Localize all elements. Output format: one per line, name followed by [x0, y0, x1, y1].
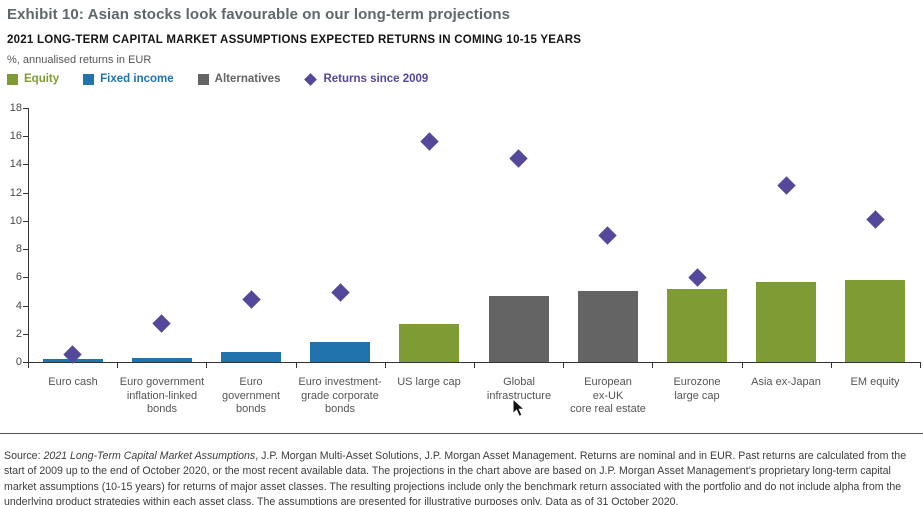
y-tick-mark [23, 277, 28, 279]
bar-1 [132, 357, 192, 362]
diamond-marker-6 [598, 226, 617, 245]
x-tick-mark [563, 363, 564, 368]
square-swatch-icon [83, 73, 95, 85]
mouse-cursor [512, 398, 526, 417]
bar-3 [310, 342, 370, 362]
bar-5 [489, 295, 549, 362]
x-tick-mark [385, 363, 386, 368]
footer-divider [0, 433, 923, 434]
y-axis-line [28, 108, 29, 362]
x-category-label: EM equity [850, 376, 900, 388]
legend-item-0: Equity [7, 73, 59, 85]
source-text: Source: [4, 449, 44, 462]
x-tick-mark [296, 363, 297, 368]
bar-8 [756, 281, 816, 362]
y-tick-mark [23, 192, 28, 194]
x-category-label: Global infrastructure [486, 376, 552, 402]
y-tick-label: 6 [15, 271, 22, 284]
legend-label: Fixed income [100, 73, 174, 85]
bar-2 [221, 352, 281, 362]
y-tick-label: 2 [15, 327, 22, 340]
y-tick-mark [23, 362, 28, 363]
legend-item-3: Returns since 2009 [304, 72, 429, 86]
x-tick-mark [652, 363, 653, 368]
x-category-label: Asia ex-Japan [751, 376, 821, 388]
legend-label: Equity [24, 73, 60, 85]
source-citation-italic: 2021 Long-Term Capital Market Assumption… [43, 449, 256, 462]
legend-item-2: Alternatives [197, 73, 281, 85]
x-category-label: Euro investment- grade corporate bonds [298, 376, 382, 415]
y-tick-label: 4 [15, 299, 22, 312]
x-category-label: Euro government inflation-linked bonds [119, 376, 205, 415]
units-note: %, annualised returns in EUR [7, 54, 152, 66]
y-tick-mark [23, 136, 28, 138]
x-category-label: European ex-UK core real estate [570, 376, 646, 415]
y-tick-mark [23, 220, 28, 222]
diamond-marker-8 [777, 176, 796, 195]
bar-6 [578, 291, 638, 362]
bar-7 [667, 288, 727, 362]
x-category-label: Eurozone large cap [673, 376, 721, 402]
x-tick-mark [474, 363, 475, 368]
bar-9 [845, 280, 905, 362]
y-tick-label: 8 [15, 243, 22, 256]
source-note: Source: 2021 Long-Term Capital Market As… [4, 449, 920, 505]
x-tick-mark [920, 363, 921, 368]
y-tick-mark [23, 305, 28, 307]
diamond-marker-9 [866, 210, 885, 229]
diamond-marker-5 [509, 149, 528, 168]
x-tick-mark [206, 363, 207, 368]
chart-legend: Equity Fixed income Alternatives Returns si… [7, 72, 429, 86]
x-axis-line [28, 362, 921, 363]
diamond-marker-1 [152, 314, 171, 333]
diamond-marker-7 [688, 268, 707, 287]
y-tick-mark [23, 108, 28, 109]
x-category-label: US large cap [397, 376, 461, 388]
y-tick-label: 10 [9, 214, 22, 227]
x-tick-mark [742, 363, 743, 368]
square-swatch-icon [7, 73, 18, 85]
x-tick-mark [117, 363, 118, 368]
legend-label: Alternatives [214, 73, 281, 85]
y-tick-label: 14 [9, 158, 22, 171]
source-text: , J.P. Morgan Multi-Asset Solutions, J.P… [4, 449, 907, 505]
plot-area: 0 2 4 6 8 10 12 14 16 18 Euro cash Euro government … [9, 102, 921, 415]
y-tick-label: 0 [15, 356, 22, 368]
diamond-marker-4 [420, 132, 439, 151]
chart-subtitle: 2021 LONG-TERM CAPITAL MARKET ASSUMPTION… [7, 34, 582, 46]
legend-item-1: Fixed income [83, 73, 174, 85]
y-tick-mark [23, 164, 28, 166]
square-swatch-icon [197, 73, 209, 85]
y-tick-label: 16 [9, 130, 22, 143]
legend-label: Returns since 2009 [323, 73, 429, 85]
x-tick-mark [28, 363, 29, 368]
diamond-marker-3 [331, 283, 350, 302]
x-category-label: Euro cash [48, 376, 98, 388]
diamond-marker-2 [242, 290, 261, 309]
exhibit-title: Exhibit 10: Asian stocks look favourable… [7, 6, 511, 23]
y-tick-mark [23, 249, 28, 251]
y-tick-mark [23, 333, 28, 335]
x-tick-mark [831, 363, 832, 368]
y-tick-label: 12 [9, 186, 22, 199]
y-tick-label: 18 [9, 102, 22, 114]
bar-4 [399, 323, 459, 362]
x-category-label: Euro government bonds [221, 376, 281, 415]
